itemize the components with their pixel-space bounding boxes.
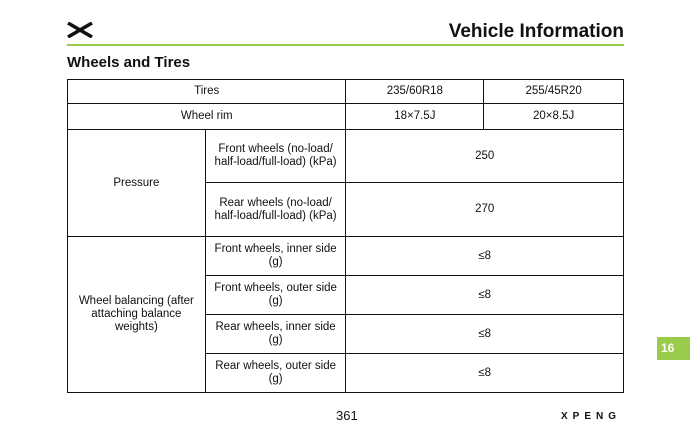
rear-pressure-value: 270 (345, 182, 624, 237)
table-row: Tires 235/60R18 255/45R20 (66, 79, 624, 104)
balancing-row-label: Rear wheels, outer side (g) (204, 353, 347, 393)
wheels-tires-table: Tires 235/60R18 255/45R20 Wheel rim 18×7… (66, 79, 624, 393)
rim-label: Wheel rim (66, 103, 347, 130)
tire-size-b: 255/45R20 (483, 79, 624, 104)
page-header-title: Vehicle Information (448, 21, 624, 42)
rear-pressure-label: Rear wheels (no-load/ half-load/full-loa… (204, 182, 347, 237)
table-row: Rear wheels (no-load/ half-load/full-loa… (68, 182, 624, 237)
balancing-row-value: ≤8 (345, 275, 624, 315)
table-row: Front wheels, outer side (g) ≤8 (68, 275, 624, 315)
balancing-row-value: ≤8 (345, 314, 624, 354)
front-pressure-value: 250 (345, 129, 624, 183)
rim-a: 18×7.5J (345, 103, 485, 130)
balancing-label: Wheel balancing (after attaching balance… (67, 236, 206, 393)
balancing-row-value: ≤8 (345, 353, 624, 393)
page-number: 361 (336, 408, 358, 423)
balancing-row-label: Front wheels, inner side (g) (204, 236, 347, 276)
balancing-row-label: Front wheels, outer side (g) (204, 275, 347, 315)
tires-label: Tires (66, 79, 347, 104)
table-row: Pressure Front wheels (no-load/ half-loa… (67, 129, 624, 237)
xpeng-logo-icon (67, 22, 93, 38)
pressure-label: Pressure (67, 129, 206, 237)
header-divider (67, 44, 624, 46)
chapter-tab[interactable]: 16 (657, 337, 690, 360)
section-title: Wheels and Tires (67, 54, 191, 71)
rim-b: 20×8.5J (483, 103, 624, 130)
tire-size-a: 235/60R18 (345, 79, 485, 104)
balancing-row-label: Rear wheels, inner side (g) (204, 314, 347, 354)
brand-wordmark: XPENG (561, 411, 622, 422)
table-row: Rear wheels, outer side (g) ≤8 (68, 353, 624, 393)
table-row: Rear wheels, inner side (g) ≤8 (68, 314, 624, 354)
table-row: Wheel rim 18×7.5J 20×8.5J (66, 103, 624, 130)
balancing-row-value: ≤8 (345, 236, 624, 276)
table-row: Wheel balancing (after attaching balance… (67, 236, 624, 393)
front-pressure-label: Front wheels (no-load/ half-load/full-lo… (204, 129, 347, 183)
